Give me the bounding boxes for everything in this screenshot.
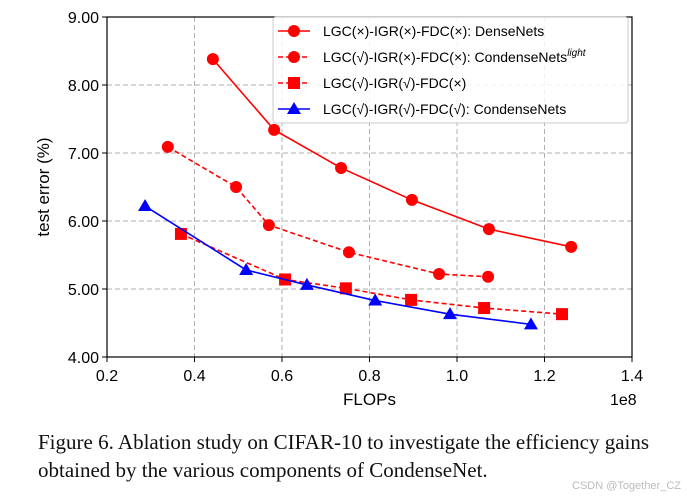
data-point-0 [268,123,281,136]
x-tick-label: 1.0 [446,368,468,385]
legend [272,16,629,124]
data-point-3 [138,199,153,212]
data-point-3 [239,262,254,275]
y-tick-label: 5.00 [68,282,99,299]
legend-label: LGC(×)-IGR(×)-FDC(×): DenseNets [323,23,544,39]
y-tick-label: 9.00 [68,10,99,27]
data-point-2 [405,293,418,306]
data-point-1 [482,270,495,283]
x-tick-label: 0.2 [96,368,118,385]
data-point-3 [368,293,383,306]
data-point-1 [262,219,275,232]
series-line-1 [167,146,489,278]
y-tick-label: 4.00 [68,350,99,367]
data-point-1 [342,246,355,259]
legend-marker [287,102,301,114]
data-point-1 [161,140,174,153]
data-point-2 [556,308,568,321]
data-point-3 [523,317,538,330]
x-tick-label: 0.8 [358,368,380,385]
data-point-1 [230,181,243,193]
data-point-0 [335,161,348,174]
x-axis-label: FLOPs [343,390,396,409]
legend-label: LGC(√)-IGR(√)-FDC(√): CondenseNets [323,101,566,117]
legend-label-superscript: light [567,48,587,59]
x-tick-label: 1.4 [621,368,643,385]
x-tick-label: 0.4 [183,368,205,385]
data-point-1 [433,268,446,281]
data-point-0 [206,53,219,66]
legend-marker [288,77,300,89]
x-tick-label: 0.6 [271,368,293,385]
x-tick-label: 1.2 [533,368,555,385]
figure-caption: Figure 6. Ablation study on CIFAR-10 to … [38,430,650,482]
legend-label: LGC(√)-IGR(×)-FDC(×): CondenseNetslight [323,48,587,65]
data-point-0 [405,193,418,206]
data-point-3 [299,277,314,290]
legend-marker [288,51,300,63]
data-point-0 [482,223,495,236]
data-point-2 [174,227,187,240]
data-point-2 [478,302,491,315]
data-point-3 [443,307,457,320]
legend-label: LGC(√)-IGR(√)-FDC(×) [323,75,466,91]
series-line-3 [144,205,532,326]
y-tick-label: 8.00 [68,78,99,95]
series-line-2 [180,233,563,315]
y-tick-label: 7.00 [68,146,99,163]
watermark: CSDN @Together_CZ [572,480,681,492]
y-tick-label: 6.00 [68,214,99,231]
data-point-2 [339,282,352,295]
data-point-0 [565,240,578,253]
y-axis-label: test error (%) [34,137,53,236]
x-offset-label: 1e8 [610,392,637,409]
chart: 0.2 0.4 0.6 0.8 1.0 1.2 1.4 4.00 5.00 6.00 7.00 8.0… [34,10,643,409]
series-line-0 [212,58,572,248]
legend-marker [288,25,300,37]
